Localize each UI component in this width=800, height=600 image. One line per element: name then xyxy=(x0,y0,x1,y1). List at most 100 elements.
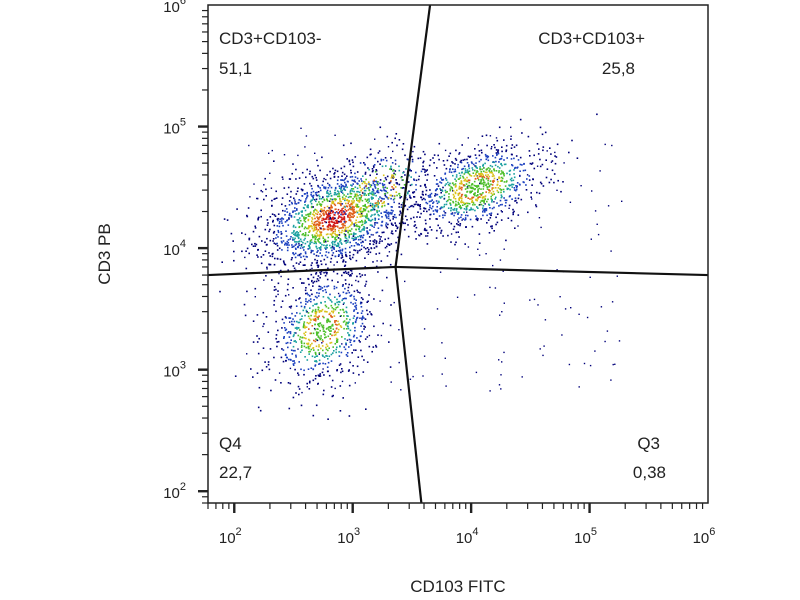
event-dot xyxy=(374,184,376,186)
event-dot xyxy=(282,260,285,262)
event-dot xyxy=(355,197,358,200)
event-dot xyxy=(357,280,360,283)
event-dot xyxy=(357,250,359,252)
event-dot xyxy=(333,248,335,250)
event-dot xyxy=(318,310,320,312)
event-dot xyxy=(334,238,336,240)
event-dot xyxy=(305,346,307,349)
event-dot xyxy=(318,224,321,227)
event-dot xyxy=(385,222,388,224)
event-dot xyxy=(248,238,250,240)
event-dot xyxy=(319,329,321,332)
event-dot xyxy=(312,414,315,417)
event-dot xyxy=(460,183,463,185)
event-dot xyxy=(294,201,296,203)
event-dot xyxy=(363,325,365,328)
event-dot xyxy=(449,202,451,204)
event-dot xyxy=(423,207,425,209)
event-dot xyxy=(303,193,306,195)
event-dot xyxy=(280,240,283,243)
event-dot xyxy=(492,264,494,267)
event-dot xyxy=(273,198,275,200)
event-dot xyxy=(326,355,328,357)
event-dot xyxy=(298,388,301,390)
event-dot xyxy=(407,158,409,161)
event-dot xyxy=(408,206,411,208)
event-dot xyxy=(484,197,486,200)
event-dot xyxy=(455,200,457,203)
event-dot xyxy=(299,338,301,341)
event-dot xyxy=(413,203,416,206)
event-dot xyxy=(491,146,493,148)
event-dot xyxy=(289,212,291,215)
event-dot xyxy=(425,229,428,232)
event-dot xyxy=(273,224,276,227)
event-dot xyxy=(369,311,371,313)
event-dot xyxy=(295,356,297,358)
event-dot xyxy=(290,216,293,218)
event-dot xyxy=(499,199,502,202)
event-dot xyxy=(327,182,329,185)
event-dot xyxy=(315,280,318,283)
event-dot xyxy=(364,222,366,225)
event-dot xyxy=(308,244,310,247)
event-dot xyxy=(330,325,332,328)
event-dot xyxy=(343,229,346,231)
event-dot xyxy=(357,190,359,193)
event-dot xyxy=(482,180,485,182)
event-dot xyxy=(305,135,308,137)
event-dot xyxy=(459,223,462,225)
event-dot xyxy=(295,262,298,264)
event-dot xyxy=(469,155,472,158)
event-dot xyxy=(402,172,404,174)
event-dot xyxy=(312,318,315,321)
event-dot xyxy=(472,201,474,203)
event-dot xyxy=(470,208,473,211)
event-dot xyxy=(309,345,311,348)
event-dot xyxy=(391,211,393,214)
event-dot xyxy=(392,174,394,177)
event-dot xyxy=(583,362,586,365)
event-dot xyxy=(400,389,402,391)
event-dot xyxy=(370,209,373,211)
event-dot xyxy=(349,189,352,192)
event-dot xyxy=(383,193,386,195)
event-dot xyxy=(276,242,278,245)
event-dot xyxy=(348,235,350,237)
event-dot xyxy=(324,274,327,277)
event-dot xyxy=(481,135,484,137)
event-dot xyxy=(464,184,466,187)
event-dot xyxy=(325,246,328,249)
event-dot xyxy=(338,195,341,198)
event-dot xyxy=(368,189,371,192)
event-dot xyxy=(305,303,307,305)
event-dot xyxy=(334,172,336,174)
event-dot xyxy=(350,188,353,190)
event-dot xyxy=(234,375,237,377)
event-dot xyxy=(361,223,364,226)
event-dot xyxy=(326,271,328,274)
event-dot xyxy=(366,301,368,303)
quadrant-labels: CD3+CD103- 51,1 CD3+CD103+ 25,8 Q4 22,7 … xyxy=(219,29,666,482)
event-dot xyxy=(355,221,357,224)
event-dot xyxy=(393,176,395,179)
event-dot xyxy=(361,322,364,325)
event-dot xyxy=(371,350,373,353)
event-dot xyxy=(350,295,352,297)
event-dot xyxy=(316,216,318,218)
event-dot xyxy=(354,236,356,239)
event-dot xyxy=(488,189,490,191)
event-dot xyxy=(365,280,368,283)
event-dot xyxy=(377,271,379,273)
event-dot xyxy=(455,159,458,161)
event-dot xyxy=(314,295,317,298)
event-dot xyxy=(304,201,306,203)
event-dot xyxy=(355,224,358,226)
event-dot xyxy=(348,204,351,206)
event-dot xyxy=(319,322,322,324)
event-dot xyxy=(296,320,298,323)
event-dot xyxy=(317,223,320,226)
event-dot xyxy=(429,194,431,197)
event-dot xyxy=(283,154,286,156)
